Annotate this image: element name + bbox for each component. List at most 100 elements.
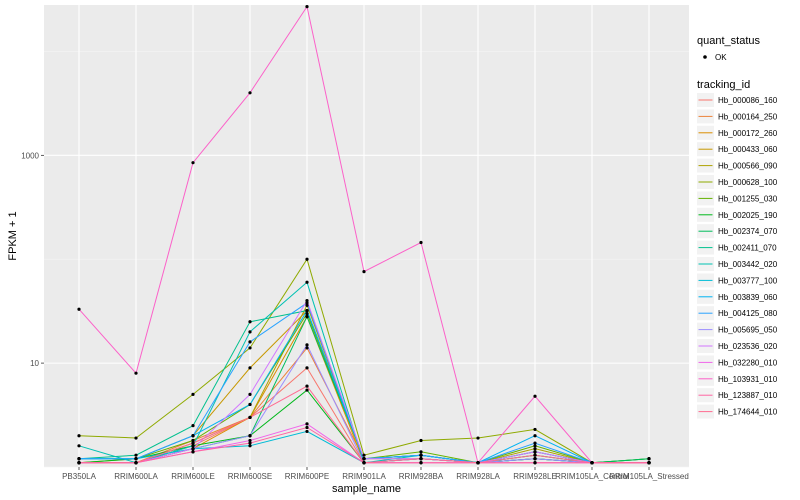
- data-point: [77, 434, 81, 438]
- data-point: [191, 424, 195, 428]
- x-tick-label: RRIM901LA: [342, 472, 386, 481]
- data-point: [305, 425, 309, 430]
- legend-entry-label: Hb_004125_080: [718, 309, 778, 318]
- legend-entry-label: Hb_002374_070: [718, 227, 778, 236]
- legend-entry-label: Hb_000172_260: [718, 129, 778, 138]
- legend-shape-key: [703, 55, 707, 59]
- data-point: [191, 438, 195, 443]
- data-point: [362, 270, 366, 274]
- data-point: [419, 453, 423, 457]
- data-point: [191, 392, 195, 396]
- data-point: [362, 457, 366, 461]
- data-point: [533, 453, 537, 457]
- data-point: [533, 434, 537, 438]
- legend-entry-label: Hb_005695_050: [718, 326, 778, 335]
- data-point: [362, 453, 366, 457]
- data-point: [533, 441, 537, 445]
- data-point: [305, 257, 309, 261]
- data-point: [191, 441, 195, 445]
- x-tick-label: PB350LA: [62, 472, 96, 481]
- data-point: [305, 309, 309, 313]
- legend-entry-label: Hb_003777_100: [718, 276, 778, 285]
- panel-background: [44, 5, 689, 467]
- data-point: [134, 436, 138, 440]
- data-point: [134, 371, 138, 375]
- data-points: [77, 5, 651, 465]
- data-point: [533, 447, 537, 451]
- data-point: [305, 346, 309, 350]
- data-point: [77, 457, 81, 461]
- data-point: [305, 298, 309, 303]
- data-point: [134, 461, 138, 465]
- data-point: [419, 240, 423, 245]
- data-point: [647, 461, 651, 465]
- data-point: [191, 434, 195, 438]
- legend-entry-label: Hb_023536_020: [718, 342, 778, 351]
- data-point: [191, 444, 195, 448]
- x-axis-title: sample_name: [332, 483, 401, 495]
- data-point: [305, 315, 309, 319]
- legend-shape-title: quant_status: [697, 35, 760, 47]
- x-tick-label: RRIM928BA: [399, 472, 444, 481]
- legend-entry-label: Hb_000628_100: [718, 178, 778, 187]
- data-point: [419, 457, 423, 461]
- data-point: [419, 438, 423, 443]
- data-point: [533, 427, 537, 432]
- legend-entry-label: Hb_032280_010: [718, 358, 778, 367]
- data-point: [77, 307, 81, 311]
- legend-entry-label: Hb_000433_060: [718, 145, 778, 154]
- legend-entry-label: Hb_001255_030: [718, 194, 778, 203]
- data-point: [248, 441, 252, 445]
- legend-shape-label: OK: [715, 53, 727, 62]
- data-point: [305, 384, 309, 388]
- data-point: [305, 343, 309, 347]
- x-tick-label: RRIM600LA: [114, 472, 158, 481]
- data-point: [305, 388, 309, 392]
- data-point: [647, 457, 651, 461]
- legend-entry-label: Hb_123887_010: [718, 391, 778, 400]
- legend: quant_status tracking_id OK Hb_000086_160…: [697, 35, 778, 419]
- data-point: [533, 457, 537, 461]
- legend-color-title: tracking_id: [697, 79, 750, 91]
- legend-entry-label: Hb_003839_060: [718, 293, 778, 302]
- data-point: [305, 5, 309, 9]
- legend-entry-label: Hb_003442_020: [718, 260, 778, 269]
- data-point: [476, 461, 480, 465]
- data-point: [533, 444, 537, 448]
- data-point: [533, 394, 537, 398]
- data-point: [305, 366, 309, 370]
- legend-entry-label: Hb_103931_010: [718, 375, 778, 384]
- x-tick-label: RRIM600SE: [228, 472, 272, 481]
- legend-entry-label: Hb_002025_190: [718, 211, 778, 220]
- data-point: [248, 402, 252, 407]
- data-point: [305, 303, 309, 307]
- data-point: [533, 450, 537, 454]
- y-axis-title: FPKM + 1: [7, 211, 19, 260]
- data-point: [248, 415, 252, 420]
- data-point: [248, 392, 252, 396]
- data-point: [134, 453, 138, 457]
- x-tick-label: RRIM928LE: [513, 472, 557, 481]
- data-point: [191, 450, 195, 454]
- x-axis: PB350LA RRIM600LA RRIM600LE RRIM600SE RRIM60…: [62, 467, 689, 481]
- data-point: [533, 461, 537, 465]
- data-point: [191, 447, 195, 451]
- data-point: [476, 436, 480, 440]
- data-point: [305, 301, 309, 305]
- data-point: [248, 330, 252, 334]
- y-tick-label: 10: [30, 359, 39, 368]
- data-point: [248, 434, 252, 438]
- data-point: [419, 450, 423, 454]
- data-point: [248, 366, 252, 370]
- x-tick-label: RRIM105LA_Control: [555, 472, 629, 481]
- data-point: [191, 161, 195, 165]
- x-tick-label: RRIM600LE: [171, 472, 215, 481]
- y-tick-label: 1000: [21, 151, 39, 160]
- data-point: [77, 444, 81, 448]
- x-tick-label: RRIM105LA_Stressed: [609, 472, 689, 481]
- data-point: [590, 461, 594, 465]
- data-point: [305, 429, 309, 434]
- data-point: [305, 280, 309, 284]
- legend-entry-label: Hb_002411_070: [718, 244, 777, 253]
